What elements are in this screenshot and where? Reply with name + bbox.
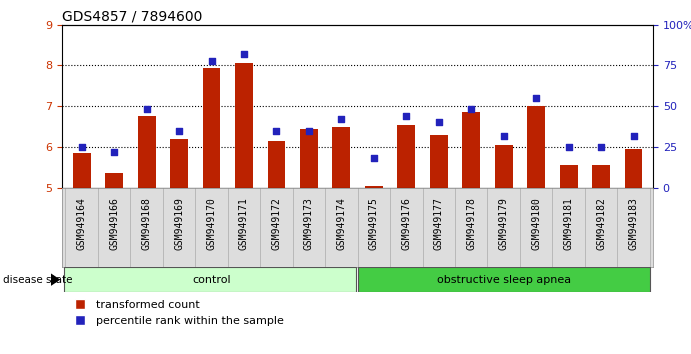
Point (401, 113, 412, 119)
Point (466, 107, 477, 112)
Bar (365, 185, 383, 188)
Point (303, 128, 314, 133)
Text: GSM949176: GSM949176 (401, 197, 411, 250)
Point (108, 149, 120, 155)
Bar (358, 267, 650, 292)
Text: GSM949164: GSM949164 (77, 197, 86, 250)
Text: disease state: disease state (3, 275, 73, 285)
Point (271, 128, 282, 133)
Text: obstructive sleep apnea: obstructive sleep apnea (437, 275, 571, 285)
Bar (64, 267, 356, 292)
Text: control: control (192, 275, 231, 285)
Text: GSM949178: GSM949178 (466, 197, 476, 250)
Text: GSM949181: GSM949181 (564, 197, 574, 250)
Bar (235, 63, 253, 188)
Text: GSM949182: GSM949182 (596, 197, 606, 250)
Text: GSM949183: GSM949183 (629, 197, 638, 250)
Point (141, 107, 152, 112)
Bar (138, 116, 155, 188)
Bar (560, 165, 578, 188)
Point (498, 133, 509, 138)
Bar (527, 106, 545, 188)
Point (531, 95, 542, 101)
Text: GSM949180: GSM949180 (531, 197, 541, 250)
Text: GSM949171: GSM949171 (239, 197, 249, 250)
Point (433, 120, 444, 125)
Point (628, 133, 639, 138)
Text: GSM949168: GSM949168 (142, 197, 151, 250)
Bar (73, 153, 91, 188)
Bar (495, 145, 513, 188)
Point (238, 51, 249, 57)
Point (206, 58, 217, 63)
Point (76, 144, 87, 150)
Point (563, 144, 574, 150)
Polygon shape (51, 273, 60, 286)
Text: GSM949169: GSM949169 (174, 197, 184, 250)
Text: GSM949170: GSM949170 (207, 197, 216, 250)
Text: GSM949177: GSM949177 (434, 197, 444, 250)
Point (596, 144, 607, 150)
Text: GSM949175: GSM949175 (369, 197, 379, 250)
Bar (202, 68, 220, 188)
Text: GSM949173: GSM949173 (304, 197, 314, 250)
Text: GSM949179: GSM949179 (499, 197, 509, 250)
Legend: transformed count, percentile rank within the sample: transformed count, percentile rank withi… (74, 299, 284, 326)
Bar (592, 165, 610, 188)
Bar (300, 129, 318, 188)
Bar (625, 149, 643, 188)
Text: GDS4857 / 7894600: GDS4857 / 7894600 (62, 10, 202, 24)
Point (173, 128, 184, 133)
Text: GSM949174: GSM949174 (337, 197, 346, 250)
Bar (462, 112, 480, 188)
Point (336, 116, 347, 122)
Bar (397, 125, 415, 188)
Text: GSM949172: GSM949172 (272, 197, 281, 250)
Bar (105, 173, 123, 188)
Text: GSM949166: GSM949166 (109, 197, 119, 250)
Bar (430, 135, 448, 188)
Point (368, 155, 379, 161)
Bar (267, 141, 285, 188)
Bar (332, 127, 350, 188)
Bar (170, 139, 188, 188)
